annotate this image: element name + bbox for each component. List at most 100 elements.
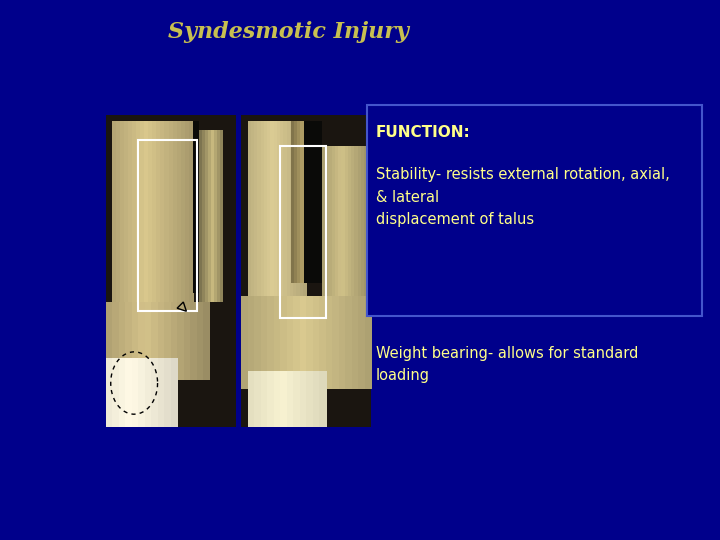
Bar bbox=[284, 121, 287, 308]
Bar bbox=[319, 370, 327, 427]
Bar bbox=[202, 131, 206, 302]
Bar bbox=[287, 296, 294, 389]
Bar bbox=[322, 146, 326, 318]
Bar bbox=[306, 296, 313, 389]
Bar bbox=[156, 121, 161, 324]
Bar bbox=[352, 296, 359, 389]
Bar bbox=[297, 121, 301, 284]
Bar bbox=[304, 121, 322, 284]
Bar bbox=[325, 296, 333, 389]
Bar bbox=[332, 146, 336, 318]
Bar bbox=[254, 296, 261, 389]
Bar bbox=[300, 121, 305, 284]
Bar bbox=[274, 296, 281, 389]
Bar bbox=[358, 146, 361, 318]
Bar bbox=[106, 115, 235, 427]
Bar bbox=[164, 302, 171, 380]
Bar bbox=[168, 121, 174, 324]
Bar bbox=[132, 302, 139, 380]
Text: Syndesmotic Injury: Syndesmotic Injury bbox=[168, 22, 408, 43]
Bar bbox=[112, 121, 117, 324]
Text: FUNCTION:: FUNCTION: bbox=[376, 125, 471, 140]
Bar bbox=[144, 121, 149, 324]
Text: Stability- resists external rotation, axial,
& lateral
displacement of talus: Stability- resists external rotation, ax… bbox=[376, 167, 670, 227]
Text: Weight bearing- allows for standard
loading: Weight bearing- allows for standard load… bbox=[376, 346, 638, 383]
Bar bbox=[184, 302, 191, 380]
Bar bbox=[184, 121, 189, 324]
Bar bbox=[151, 302, 158, 380]
Bar bbox=[319, 296, 327, 389]
Bar bbox=[138, 302, 145, 380]
Bar bbox=[132, 121, 137, 324]
Bar bbox=[181, 121, 186, 324]
Bar bbox=[335, 146, 339, 318]
Bar bbox=[328, 146, 333, 318]
Bar bbox=[346, 296, 353, 389]
Bar bbox=[338, 146, 342, 318]
Bar bbox=[312, 370, 320, 427]
Bar bbox=[354, 146, 359, 318]
Bar bbox=[140, 121, 145, 324]
Bar bbox=[264, 121, 268, 308]
Bar bbox=[177, 302, 184, 380]
Bar bbox=[293, 296, 300, 389]
Bar bbox=[307, 121, 311, 284]
Bar bbox=[120, 121, 125, 324]
Bar bbox=[261, 296, 268, 389]
Bar bbox=[189, 121, 194, 324]
Bar bbox=[290, 121, 294, 308]
Bar bbox=[294, 121, 298, 284]
Bar bbox=[193, 121, 199, 293]
Bar bbox=[164, 121, 169, 324]
Bar bbox=[365, 296, 372, 389]
Bar bbox=[310, 121, 314, 284]
Bar bbox=[151, 358, 158, 427]
Bar bbox=[297, 121, 300, 308]
FancyBboxPatch shape bbox=[367, 105, 702, 316]
Bar bbox=[220, 131, 223, 302]
Bar bbox=[119, 358, 126, 427]
Bar bbox=[293, 370, 300, 427]
Bar bbox=[313, 121, 318, 284]
Bar bbox=[291, 121, 294, 284]
Bar bbox=[345, 146, 348, 318]
Bar bbox=[173, 121, 177, 324]
Bar bbox=[348, 146, 352, 318]
Bar bbox=[274, 370, 281, 427]
Bar bbox=[254, 121, 258, 308]
Bar bbox=[214, 131, 217, 302]
Bar bbox=[119, 302, 126, 380]
Bar bbox=[300, 370, 307, 427]
Bar bbox=[271, 121, 274, 308]
Bar bbox=[304, 121, 307, 284]
Bar bbox=[106, 302, 113, 380]
Bar bbox=[197, 302, 204, 380]
Bar bbox=[280, 146, 325, 318]
Bar bbox=[248, 296, 255, 389]
Bar bbox=[171, 358, 178, 427]
Bar bbox=[136, 121, 141, 324]
Bar bbox=[125, 302, 132, 380]
Bar bbox=[364, 146, 368, 318]
Bar bbox=[341, 146, 346, 318]
Bar bbox=[287, 370, 294, 427]
Bar bbox=[325, 146, 329, 318]
Bar bbox=[274, 121, 278, 308]
Bar bbox=[267, 121, 271, 308]
Bar bbox=[293, 121, 297, 308]
Bar bbox=[267, 296, 274, 389]
Bar bbox=[145, 358, 152, 427]
Bar bbox=[280, 296, 287, 389]
Bar bbox=[203, 302, 210, 380]
Bar bbox=[138, 140, 197, 312]
Bar bbox=[287, 121, 291, 308]
Bar bbox=[148, 121, 153, 324]
Bar bbox=[205, 131, 209, 302]
Bar bbox=[176, 121, 181, 324]
Bar bbox=[277, 121, 281, 308]
Bar bbox=[312, 296, 320, 389]
Bar bbox=[241, 296, 248, 389]
Bar bbox=[251, 121, 255, 308]
Bar bbox=[211, 131, 215, 302]
Bar bbox=[359, 296, 366, 389]
